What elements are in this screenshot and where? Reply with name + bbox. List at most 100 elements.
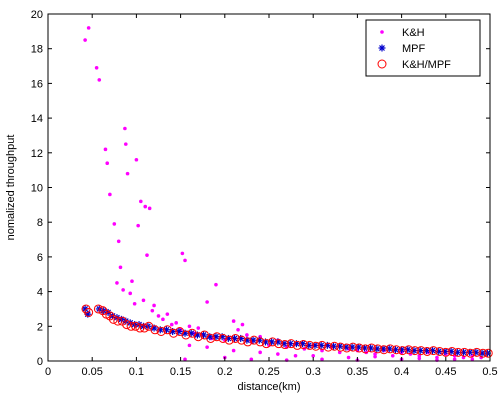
point-k-h-mpf xyxy=(478,348,488,358)
point-k-h-mpf xyxy=(435,346,445,356)
point-k-h xyxy=(132,301,137,306)
point-k-h-mpf xyxy=(483,348,493,358)
point-k-h-mpf xyxy=(317,340,327,350)
point-k-h xyxy=(417,356,422,361)
point-k-h-mpf xyxy=(385,344,395,354)
legend-marker-k-h-mpf xyxy=(377,59,387,69)
point-k-h-mpf xyxy=(212,332,222,342)
legend-item-k-h: K&H xyxy=(380,27,425,39)
point-k-h xyxy=(205,300,209,304)
point-k-h-mpf xyxy=(348,342,358,352)
x-tick-label: 0.35 xyxy=(347,366,368,378)
legend: K&H MPF K&H/MPF xyxy=(365,19,481,77)
legend-marker-k-h xyxy=(380,30,384,34)
point-k-h xyxy=(293,353,298,358)
x-axis-label: distance(km) xyxy=(238,381,301,393)
point-k-h-mpf xyxy=(379,345,389,355)
point-k-h xyxy=(249,357,254,362)
point-k-h xyxy=(118,265,123,270)
point-k-h-mpf xyxy=(280,340,290,350)
y-tick-label: 4 xyxy=(37,287,43,299)
chart-marks xyxy=(81,26,493,362)
point-k-h xyxy=(196,326,201,330)
point-k-h-mpf xyxy=(323,342,333,352)
point-k-h xyxy=(86,26,91,30)
point-k-h-mpf xyxy=(268,337,278,347)
point-k-h xyxy=(147,206,152,211)
point-k-h-mpf xyxy=(243,337,253,347)
point-k-h xyxy=(128,291,133,296)
point-k-h-mpf xyxy=(181,330,191,340)
point-k-h-mpf xyxy=(298,340,308,350)
point-k-h xyxy=(123,126,127,131)
point-k-h-mpf xyxy=(367,343,377,353)
y-tick-label: 18 xyxy=(31,44,43,56)
point-k-h xyxy=(108,192,112,197)
point-k-h-mpf xyxy=(360,344,370,354)
point-k-h-mpf xyxy=(472,347,482,357)
point-k-h xyxy=(83,38,87,42)
point-k-h-mpf xyxy=(336,342,346,352)
point-k-h xyxy=(205,345,209,349)
y-tick-label: 12 xyxy=(31,148,43,160)
point-k-h-mpf xyxy=(354,343,364,353)
point-k-h-mpf xyxy=(113,316,123,326)
x-axis: 0 0.05 0.1 0.15 0.2 0.25 0.3 0.35 0.4 0.45 0.5 xyxy=(45,14,498,378)
y-tick-label: 8 xyxy=(37,217,43,229)
point-k-h-mpf xyxy=(428,346,438,356)
point-k-h-mpf xyxy=(255,337,265,347)
point-k-h-mpf xyxy=(292,340,302,350)
point-k-h xyxy=(139,199,143,204)
x-tick-label: 0.2 xyxy=(217,366,232,378)
point-k-h xyxy=(390,353,395,358)
x-tick-label: 0.1 xyxy=(129,366,144,378)
y-tick-label: 14 xyxy=(31,113,43,125)
point-k-h-mpf xyxy=(397,346,407,356)
point-k-h-mpf xyxy=(410,346,420,356)
x-tick-label: 0.5 xyxy=(482,366,497,378)
point-k-h xyxy=(112,222,117,226)
y-tick-label: 10 xyxy=(31,183,43,195)
point-k-h-mpf xyxy=(286,339,296,349)
point-k-h-mpf xyxy=(169,328,179,338)
point-k-h-mpf xyxy=(237,335,247,345)
series-k-h-mpf xyxy=(81,304,493,358)
point-mpf xyxy=(162,326,170,334)
point-k-h xyxy=(373,354,377,359)
point-k-h xyxy=(187,324,192,329)
legend-label: K&H xyxy=(402,27,425,39)
point-k-h-mpf xyxy=(453,347,463,357)
point-k-h xyxy=(236,327,240,332)
point-k-h xyxy=(214,282,218,287)
point-k-h xyxy=(452,357,457,362)
point-k-h-mpf xyxy=(459,347,469,357)
point-k-h-mpf xyxy=(135,323,145,333)
x-tick-label: 0.25 xyxy=(258,366,279,378)
point-k-h-mpf xyxy=(416,346,426,356)
point-k-h xyxy=(373,352,377,356)
point-k-h xyxy=(141,298,146,303)
point-k-h-mpf xyxy=(373,344,383,354)
point-k-h-mpf xyxy=(224,335,234,345)
point-k-h xyxy=(183,258,187,263)
x-tick-label: 0.05 xyxy=(81,366,102,378)
point-k-h xyxy=(115,281,119,285)
point-k-h-mpf xyxy=(122,320,132,330)
point-k-h xyxy=(145,253,149,257)
legend-item-mpf: MPF xyxy=(378,43,426,55)
point-k-h xyxy=(150,308,155,313)
point-k-h xyxy=(470,357,475,362)
point-k-h xyxy=(311,353,316,358)
point-k-h xyxy=(103,147,108,152)
y-axis: 0 2 4 6 8 10 12 14 16 18 20 xyxy=(31,9,490,368)
point-k-h xyxy=(125,171,130,176)
point-k-h xyxy=(346,355,351,360)
point-k-h xyxy=(245,333,249,337)
point-k-h-mpf xyxy=(193,332,203,342)
point-k-h xyxy=(105,161,110,166)
point-k-h xyxy=(258,350,262,355)
point-k-h xyxy=(174,321,178,325)
point-k-h-mpf xyxy=(329,341,339,351)
point-k-h xyxy=(435,355,439,360)
